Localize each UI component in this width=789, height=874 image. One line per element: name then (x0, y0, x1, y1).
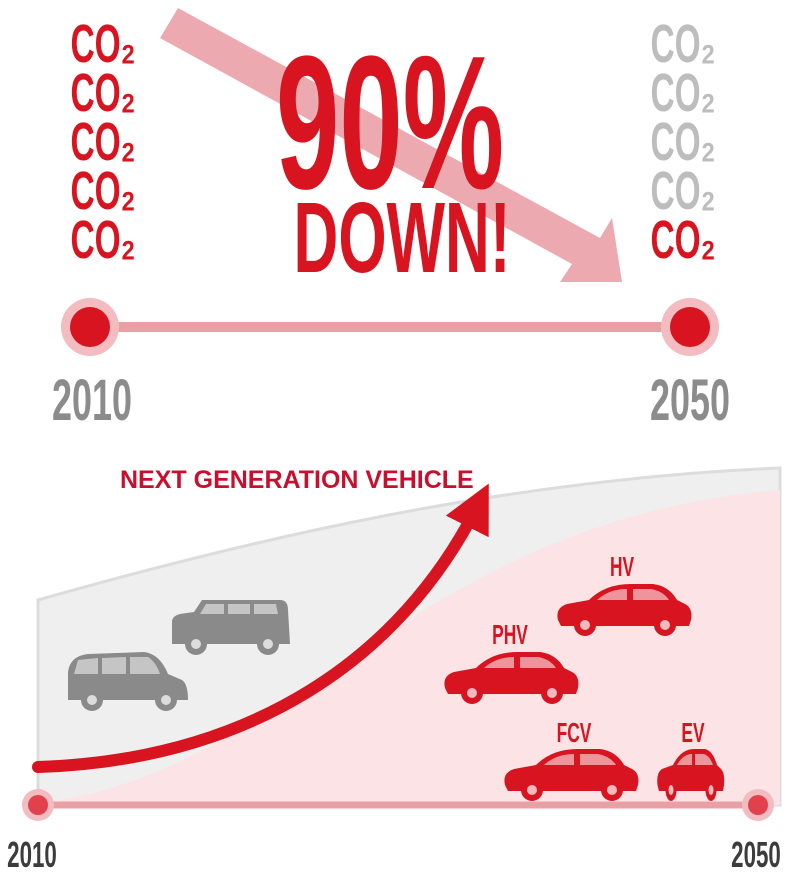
vehicle-label: HV (610, 551, 634, 582)
year-label: 2050 (650, 368, 730, 433)
year-label: 2010 (7, 836, 57, 874)
headline: DOWN! (294, 182, 511, 294)
vehicle-label: EV (681, 717, 704, 748)
vehicle-label: PHV (492, 619, 528, 650)
timeline-dot (28, 795, 48, 815)
timeline-dot (748, 795, 768, 815)
timeline-dot (70, 307, 110, 347)
infographic: NEXT GENERATION VEHICLE CO₂CO₂CO₂CO₂CO₂C… (0, 0, 789, 874)
timeline-dot (670, 307, 710, 347)
year-label: 2010 (52, 368, 132, 433)
section-title: NEXT GENERATION VEHICLE (120, 466, 474, 494)
co2-label: CO₂ (70, 209, 135, 270)
co2-label: CO₂ (650, 209, 715, 270)
page: NEXT GENERATION VEHICLE CO₂CO₂CO₂CO₂CO₂C… (0, 0, 789, 874)
year-label: 2050 (731, 836, 781, 874)
vehicle-label: FCV (557, 717, 592, 748)
